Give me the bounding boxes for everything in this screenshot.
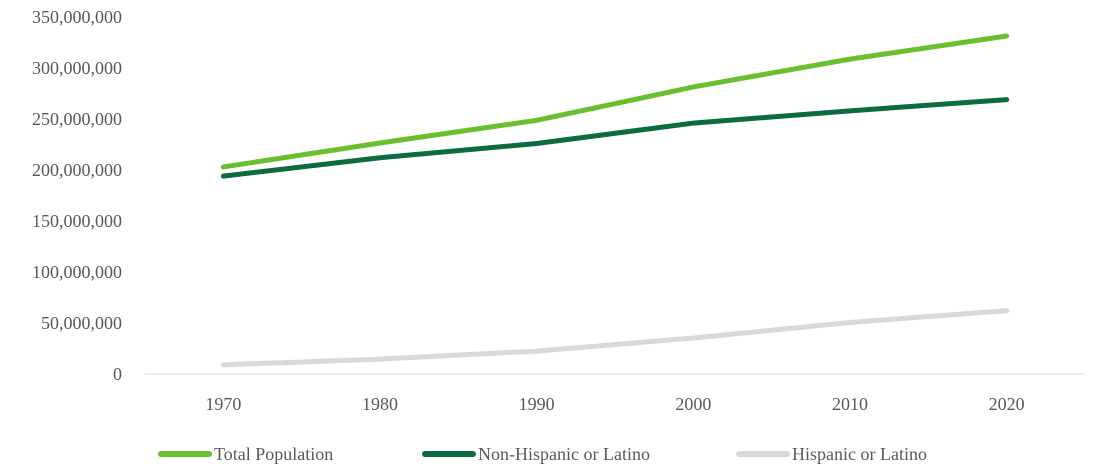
x-tick-label: 2020	[989, 394, 1025, 414]
y-axis-tick-labels: 0 50,000,000 100,000,000 150,000,000 200,000…	[32, 7, 122, 384]
y-tick-label: 300,000,000	[32, 58, 122, 78]
y-tick-label: 0	[113, 364, 122, 384]
y-tick-label: 250,000,000	[32, 109, 122, 129]
series-line-non-hispanic-or-latino	[220, 97, 1010, 179]
y-tick-label: 50,000,000	[41, 313, 122, 333]
series-line-hispanic-or-latino	[220, 308, 1010, 368]
legend-item-hispanic-or-latino: Hispanic or Latino	[736, 440, 927, 468]
legend-label: Total Population	[214, 443, 334, 464]
x-tick-label: 2000	[675, 394, 711, 414]
legend-label: Non-Hispanic or Latino	[478, 443, 650, 464]
x-tick-label: 1970	[205, 394, 241, 414]
legend: Total Population Non-Hispanic or Latino …	[0, 440, 1104, 468]
y-tick-label: 350,000,000	[32, 7, 122, 27]
y-tick-label: 150,000,000	[32, 211, 122, 231]
x-axis-tick-labels: 1970 1980 1990 2000 2010 2020	[205, 394, 1024, 414]
legend-item-total-population: Total Population	[158, 440, 333, 468]
y-tick-label: 100,000,000	[32, 262, 122, 282]
legend-swatch-non-hispanic-or-latino	[422, 451, 476, 457]
y-tick-label: 200,000,000	[32, 160, 122, 180]
series-line-total-population	[220, 33, 1010, 170]
series-lines	[220, 33, 1010, 368]
legend-item-non-hispanic-or-latino: Non-Hispanic or Latino	[422, 440, 650, 468]
chart-plot-area: 0 50,000,000 100,000,000 150,000,000 200,000…	[32, 7, 1085, 414]
x-tick-label: 1980	[362, 394, 398, 414]
legend-swatch-hispanic-or-latino	[736, 451, 790, 457]
x-tick-label: 1990	[519, 394, 555, 414]
legend-label: Hispanic or Latino	[792, 443, 927, 464]
x-tick-label: 2010	[832, 394, 868, 414]
legend-swatch-total-population	[158, 451, 212, 457]
